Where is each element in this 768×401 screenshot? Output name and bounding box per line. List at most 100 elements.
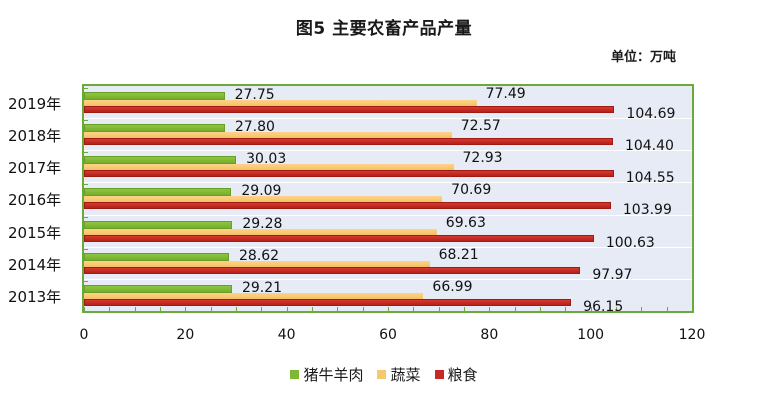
row-separator (84, 214, 692, 216)
legend-item: 粮食 (434, 364, 478, 385)
value-label: 27.75 (234, 87, 275, 103)
x-tick (438, 307, 440, 311)
legend-label: 蔬菜 (390, 366, 421, 384)
bar-0-1 (84, 124, 225, 133)
y-tick (84, 152, 88, 154)
x-tick (185, 307, 187, 311)
value-label: 96.15 (583, 298, 624, 315)
y-axis-label: 2016年 (8, 191, 62, 210)
x-tick (337, 307, 339, 311)
y-axis-label: 2014年 (8, 255, 62, 274)
chart-title: 图5 主要农畜产品产量 (295, 19, 473, 39)
value-label: 70.69 (451, 182, 492, 199)
x-tick (312, 307, 313, 311)
y-tick (84, 248, 88, 250)
value-label: 97.97 (592, 266, 633, 283)
y-axis-label: 2018年 (8, 127, 62, 146)
row-separator (84, 278, 692, 280)
y-axis-label: 2017年 (8, 159, 62, 178)
row-separator (84, 246, 692, 248)
x-tick (109, 307, 111, 311)
x-tick (236, 307, 237, 311)
bar-0-2 (84, 156, 237, 165)
x-tick (616, 307, 617, 311)
bar-0-3 (84, 188, 232, 197)
x-tick-label: 20 (176, 327, 195, 343)
value-label: 29.21 (241, 279, 283, 296)
value-label: 29.28 (242, 215, 283, 232)
legend-label: 猪牛羊肉 (303, 366, 364, 384)
legend-swatch-icon (377, 370, 387, 379)
legend-swatch-icon (434, 370, 444, 379)
plot-area (82, 84, 694, 313)
value-label: 66.99 (432, 278, 473, 295)
value-label: 104.55 (625, 170, 675, 187)
value-label: 30.03 (246, 151, 287, 168)
y-tick (84, 280, 88, 282)
legend-swatch-icon (290, 370, 300, 379)
x-tick (565, 307, 567, 311)
x-tick (388, 307, 389, 311)
legend-item: 猪牛羊肉 (290, 364, 363, 385)
value-label: 104.40 (624, 138, 674, 155)
bar-2-1 (84, 138, 613, 146)
bar-2-6 (84, 298, 572, 306)
y-tick (84, 88, 88, 89)
bar-0-6 (84, 284, 232, 293)
x-tick (641, 307, 643, 311)
x-tick (692, 307, 693, 311)
x-tick (489, 307, 491, 311)
x-tick (261, 307, 263, 311)
bar-2-5 (84, 266, 581, 274)
value-label: 27.80 (234, 119, 275, 136)
x-tick (540, 307, 541, 311)
x-tick (160, 307, 161, 311)
bar-0-0 (84, 92, 225, 100)
y-axis-label: 2015年 (8, 223, 62, 242)
row-separator (84, 118, 692, 120)
value-label: 100.63 (605, 234, 655, 251)
x-tick-label: 0 (79, 327, 89, 343)
x-tick (413, 307, 415, 311)
x-tick (134, 307, 136, 311)
bar-1-0 (84, 100, 477, 106)
bar-0-4 (84, 220, 233, 229)
x-tick (362, 307, 364, 311)
value-label: 68.21 (438, 246, 479, 263)
bar-2-4 (84, 234, 594, 242)
x-tick (464, 307, 465, 311)
legend-item: 蔬菜 (377, 364, 421, 385)
bar-2-3 (84, 202, 611, 210)
value-label: 69.63 (445, 214, 486, 231)
x-tick (514, 307, 516, 311)
x-tick-label: 40 (277, 327, 296, 343)
y-tick (84, 120, 88, 122)
x-tick-label: 100 (577, 327, 605, 343)
bar-0-5 (84, 252, 229, 261)
legend: 猪牛羊肉 蔬菜 粮食 (0, 364, 768, 385)
x-tick (590, 307, 592, 311)
x-tick-label: 80 (480, 327, 499, 343)
legend-label: 粮食 (447, 366, 478, 384)
x-tick-label: 120 (678, 327, 706, 343)
x-tick (666, 307, 668, 311)
value-label: 72.93 (462, 150, 503, 167)
row-separator (84, 182, 692, 184)
unit-label: 单位：万吨 (610, 50, 676, 65)
bar-1-1 (84, 132, 452, 139)
value-label: 103.99 (622, 202, 672, 219)
value-label: 28.62 (239, 247, 280, 264)
x-tick (210, 307, 212, 311)
row-separator (84, 150, 692, 152)
bar-2-2 (84, 170, 614, 178)
bar-2-0 (84, 106, 615, 113)
value-label: 29.09 (241, 183, 282, 200)
y-axis-label: 2013年 (8, 287, 62, 306)
bar-1-5 (84, 260, 430, 267)
bar-1-4 (84, 228, 437, 235)
bar-1-3 (84, 196, 443, 203)
value-label: 72.57 (460, 118, 501, 135)
y-tick (84, 184, 88, 186)
x-tick (84, 307, 85, 311)
y-axis-label: 2019年 (8, 95, 62, 113)
